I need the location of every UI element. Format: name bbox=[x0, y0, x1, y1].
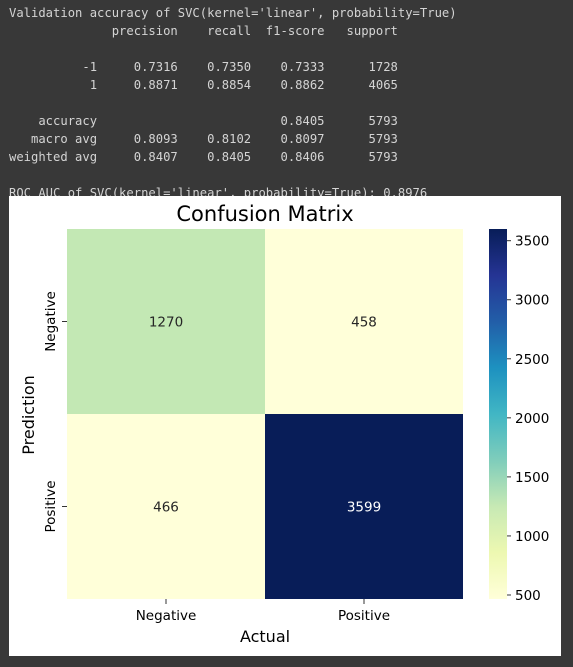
console-line: 1 0.8871 0.8854 0.8862 4065 bbox=[9, 78, 398, 92]
heatmap-cell bbox=[265, 414, 463, 599]
console-line: weighted avg 0.8407 0.8405 0.8406 5793 bbox=[9, 150, 398, 164]
cell-value-label: 1270 bbox=[149, 315, 183, 331]
x-axis-label: Actual bbox=[240, 627, 290, 646]
console-line: Validation accuracy of SVC(kernel='linea… bbox=[9, 6, 457, 20]
x-tick-label: Negative bbox=[136, 608, 197, 624]
colorbar-tick-label: 1500 bbox=[515, 470, 549, 486]
colorbar bbox=[489, 229, 507, 599]
colorbar-tick-label: 2000 bbox=[515, 411, 549, 427]
console-line: -1 0.7316 0.7350 0.7333 1728 bbox=[9, 60, 398, 74]
y-tick-label: Negative bbox=[43, 291, 59, 352]
colorbar-tick-label: 3000 bbox=[515, 293, 549, 309]
heatmap-cell bbox=[265, 229, 463, 414]
colorbar-tick-label: 1000 bbox=[515, 529, 549, 545]
cell-value-label: 466 bbox=[153, 500, 179, 516]
confusion-matrix-plot: Confusion Matrix 1270 458 466 3599 Negative… bbox=[19, 202, 549, 646]
confusion-matrix-figure: Confusion Matrix 1270 458 466 3599 Negative… bbox=[9, 196, 561, 656]
cell-value-label: 458 bbox=[351, 315, 377, 331]
console-line bbox=[9, 40, 457, 58]
heatmap-cell bbox=[67, 229, 265, 414]
colorbar-tick-label: 500 bbox=[515, 588, 541, 604]
cell-value-label: 3599 bbox=[347, 500, 381, 516]
console-line: macro avg 0.8093 0.8102 0.8097 5793 bbox=[9, 132, 398, 146]
x-tick-label: Positive bbox=[338, 608, 390, 624]
y-axis-label: Prediction bbox=[19, 375, 38, 454]
console-line bbox=[9, 166, 457, 184]
chart-title: Confusion Matrix bbox=[176, 202, 353, 226]
heatmap-cell bbox=[67, 414, 265, 599]
console-line: precision recall f1-score support bbox=[9, 24, 398, 38]
console-line bbox=[9, 94, 457, 112]
console-output: Validation accuracy of SVC(kernel='linea… bbox=[9, 4, 457, 202]
colorbar-tick-label: 3500 bbox=[515, 234, 549, 250]
y-tick-label: Positive bbox=[43, 480, 59, 532]
colorbar-tick-label: 2500 bbox=[515, 352, 549, 368]
console-line: accuracy 0.8405 5793 bbox=[9, 114, 398, 128]
